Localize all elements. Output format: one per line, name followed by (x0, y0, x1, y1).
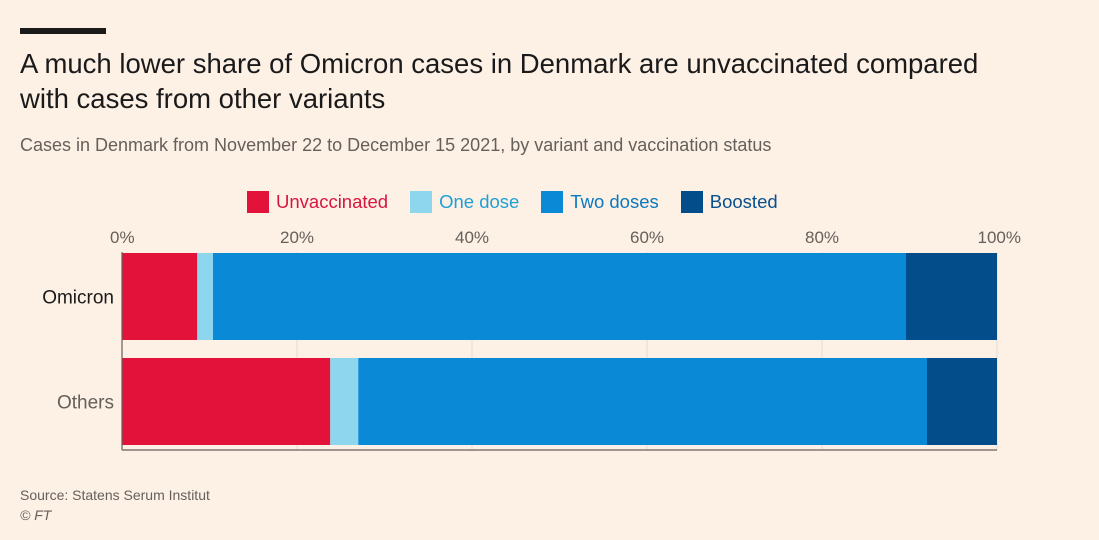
x-tick-label: 100% (978, 228, 1021, 247)
legend-item-two-doses: Two doses (541, 191, 659, 213)
legend-label: Unvaccinated (276, 191, 389, 212)
x-tick-label: 20% (280, 228, 314, 247)
chart-subtitle: Cases in Denmark from November 22 to Dec… (20, 135, 772, 155)
chart-title: A much lower share of Omicron cases in D… (20, 48, 979, 114)
chart-legend: Unvaccinated One dose Two doses Boosted (247, 188, 800, 216)
bar-segment-others-boosted (927, 358, 997, 445)
legend-label: One dose (439, 191, 520, 212)
bar-segment-others-unvaccinated (122, 358, 331, 445)
x-tick-label: 0% (110, 228, 135, 247)
legend-item-one-dose: One dose (410, 191, 519, 213)
chart-plot: 0% 20% 40% 60% 80% 100% Omicron Others (42, 228, 1021, 451)
x-tick-label: 60% (630, 228, 664, 247)
legend-item-boosted: Boosted (680, 191, 778, 213)
legend-label: Two doses (570, 191, 659, 212)
credit-note: © FT (20, 507, 52, 523)
bar-segment-omicron-boosted (906, 253, 997, 340)
legend-swatch (541, 191, 564, 213)
legend-swatch (247, 191, 269, 213)
bar-segment-omicron-two-doses (213, 253, 906, 340)
legend-swatch (680, 191, 703, 213)
bar-segment-others-two-doses (358, 358, 927, 445)
x-tick-label: 80% (805, 228, 839, 247)
x-tick-label: 40% (455, 228, 489, 247)
bar-segment-others-one-dose (330, 358, 359, 445)
legend-swatch (410, 191, 433, 213)
source-note: Source: Statens Serum Institut (20, 487, 210, 503)
legend-label: Boosted (709, 191, 778, 212)
category-label: Others (57, 393, 114, 414)
header-rule (20, 28, 106, 34)
bar-segment-omicron-one-dose (197, 253, 213, 340)
category-label: Omicron (42, 288, 114, 309)
bar-segment-omicron-unvaccinated (122, 253, 198, 340)
legend-item-unvaccinated: Unvaccinated (247, 191, 388, 213)
